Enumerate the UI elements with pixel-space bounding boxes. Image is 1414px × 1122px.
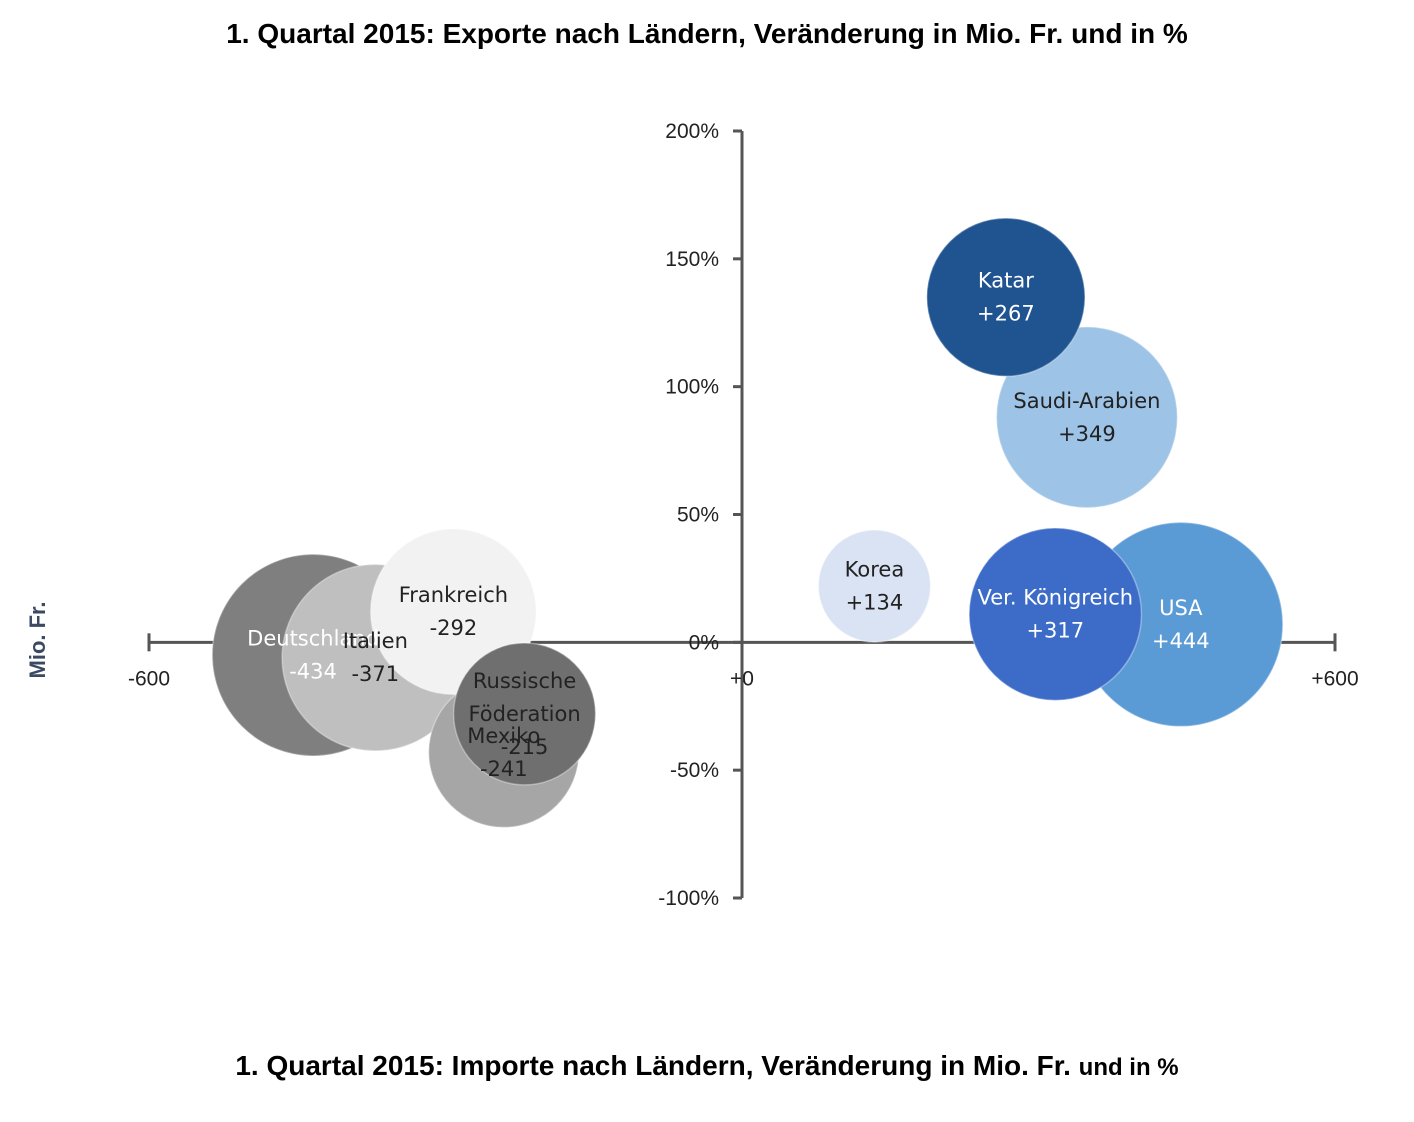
bubble-label-line-russische-föderation-1: Föderation — [468, 702, 580, 726]
bubble-russische-föderation — [452, 642, 597, 786]
bubble-label-katar: Katar +267 — [977, 269, 1035, 326]
bubble-label-line-mexiko-1: -241 — [480, 757, 528, 781]
bubble-label-line-korea-1: +134 — [846, 591, 904, 615]
bubble-label-line-katar-1: +267 — [977, 302, 1035, 326]
y-tick-label-150: 150% — [665, 248, 719, 271]
x-tick-label-minus600: -600 — [128, 667, 170, 690]
bubble-ver-königreich — [968, 527, 1143, 702]
imports-subtitle-tail: und in % — [1078, 1054, 1179, 1081]
chart-title: 1. Quartal 2015: Exporte nach Ländern, V… — [226, 18, 1188, 49]
bubble-label-russische-föderation: Russische Föderation -215 — [468, 669, 580, 759]
bubble-label-line-saudi-arabien-0: Saudi-Arabien — [1013, 389, 1160, 413]
bubble-label-line-katar-0: Katar — [978, 269, 1034, 293]
bubble-katar — [926, 217, 1086, 378]
bubble-label-line-frankreich-0: Frankreich — [399, 583, 508, 607]
bubble-label-frankreich: Frankreich -292 — [399, 583, 508, 640]
bubble-label-line-ver-königreich-0: Ver. Königreich — [978, 586, 1134, 610]
bubble-saudi-arabien — [995, 326, 1179, 509]
imports-subtitle-main: 1. Quartal 2015: Importe nach Ländern, V… — [235, 1050, 1071, 1081]
bubble-label-line-ver-königreich-1: +317 — [1026, 619, 1084, 643]
bubble-label-line-italien-1: -371 — [351, 662, 399, 686]
bubble-label-saudi-arabien: Saudi-Arabien +349 — [1013, 389, 1160, 446]
bubble-label-line-deutschland-0: Deutschland — [247, 627, 379, 651]
bubble-label-line-usa-0: USA — [1159, 596, 1203, 620]
y-tick-label-minus50: -50% — [670, 759, 719, 782]
bubble-label-korea: Korea +134 — [845, 558, 905, 615]
imports-subtitle: 1. Quartal 2015: Importe nach Ländern, V… — [0, 1050, 1414, 1082]
y-tick-label-minus100: -100% — [658, 887, 719, 910]
bubble-label-line-saudi-arabien-1: +349 — [1058, 422, 1116, 446]
bubble-label-line-mexiko-0: Mexiko — [467, 724, 540, 748]
bubble-korea — [817, 529, 932, 643]
bubble-label-line-deutschland-1: -434 — [289, 660, 337, 684]
bubble-label-line-frankreich-1: -292 — [430, 616, 478, 640]
x-tick-label-plus0: +0 — [730, 667, 754, 690]
bubble-label-line-usa-1: +444 — [1152, 629, 1210, 653]
bubble-label-usa: USA +444 — [1152, 596, 1210, 653]
y-tick-label-200: 200% — [665, 120, 719, 143]
y-tick-label-50: 50% — [677, 504, 719, 527]
y-tick-label-0: 0% — [689, 631, 719, 654]
bubble-label-line-russische-föderation-0: Russische — [473, 669, 576, 693]
bubble-label-line-italien-0: Italien — [343, 629, 408, 653]
bubble-label-mexiko: Mexiko -241 — [467, 724, 540, 781]
x-tick-label-plus600: +600 — [1311, 667, 1358, 690]
bubble-label-deutschland: Deutschland -434 — [247, 627, 379, 684]
y-tick-label-100: 100% — [665, 376, 719, 399]
bubble-label-ver-königreich: Ver. Königreich +317 — [978, 586, 1134, 643]
bubble-label-italien: Italien -371 — [343, 629, 408, 686]
bubble-label-line-russische-föderation-2: -215 — [501, 735, 549, 759]
bubble-label-line-korea-0: Korea — [845, 558, 905, 582]
axes-group: -600 +0 +600 200% 150% 100% 50% 0% -50% -100% — [128, 120, 1359, 910]
